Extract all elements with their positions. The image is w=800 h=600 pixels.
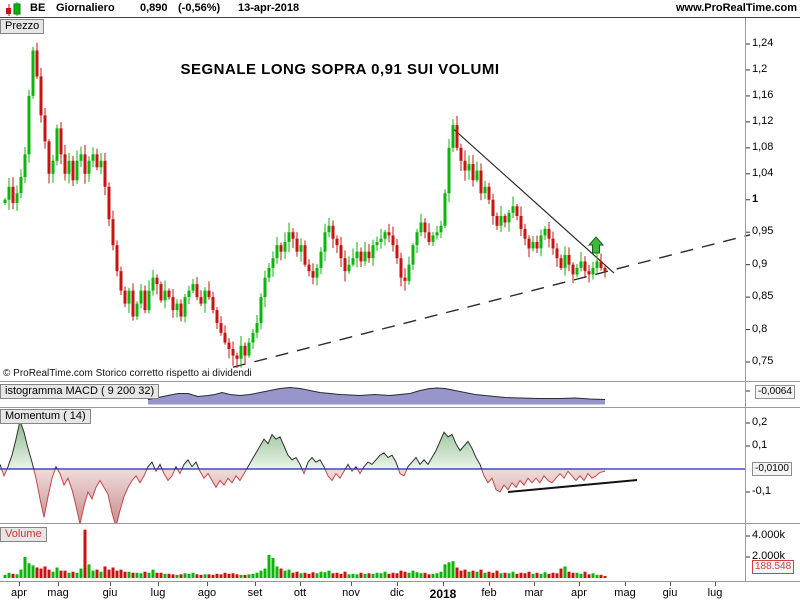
timeframe-label[interactable]: Giornaliero — [56, 2, 115, 14]
volume-chart[interactable] — [0, 524, 800, 581]
last-price-label: 0,890 — [140, 2, 168, 14]
momentum-axis-tick-label: -0,1 — [752, 485, 771, 497]
momentum-chart[interactable] — [0, 408, 800, 523]
momentum-line — [1, 469, 606, 523]
price-axis-tick-label: 1,08 — [752, 140, 774, 153]
x-axis-month-label: 2018 — [429, 587, 457, 600]
price-axis-tick-label: 1,16 — [752, 88, 774, 101]
x-axis-month-label: lug — [150, 587, 166, 599]
x-axis-tick — [58, 582, 59, 586]
x-axis-tick — [351, 582, 352, 586]
price-axis-tick-label: 0,9 — [752, 257, 768, 270]
symbol-label: BE — [30, 2, 46, 14]
x-axis-month-label: apr — [571, 587, 587, 599]
volume-axis-tick-label: 4.000k — [752, 529, 786, 541]
x-axis-month-label: set — [247, 587, 263, 599]
volume-bars — [3, 529, 607, 578]
momentum-trendline[interactable] — [507, 479, 638, 493]
x-axis-month-label: ago — [197, 587, 217, 599]
signal-annotation[interactable]: SEGNALE LONG SOPRA 0,91 SUI VOLUMI — [180, 61, 500, 78]
tab-momentum[interactable]: Momentum ( 14) — [0, 409, 91, 424]
long-signal-arrow[interactable] — [587, 236, 605, 254]
x-axis-tick — [397, 582, 398, 586]
x-axis-tick — [255, 582, 256, 586]
macd-line — [147, 386, 606, 400]
tab-momentum-label: Momentum ( 14) — [5, 410, 86, 422]
axis-separator — [745, 18, 746, 581]
panel-divider — [0, 581, 800, 582]
macd-area — [148, 387, 605, 405]
price-axis-tick-label: 0,8 — [752, 322, 768, 335]
x-axis-tick — [207, 582, 208, 586]
macd-value-box: -0,0064 — [755, 385, 795, 399]
x-axis-tick — [443, 582, 444, 586]
copyright-text: © ProRealTime.com Storico corretto rispe… — [3, 368, 252, 379]
tab-prezzo-label: Prezzo — [5, 20, 40, 32]
panel-divider[interactable] — [0, 523, 800, 524]
x-axis-tick — [625, 582, 626, 586]
tab-prezzo[interactable]: Prezzo — [0, 19, 45, 34]
x-axis-month-label: mar — [524, 587, 544, 599]
candlestick-icon — [6, 2, 21, 16]
x-axis-tick — [489, 582, 490, 586]
volume-axis-tick-label: 2.000k — [752, 550, 786, 562]
momentum-axis-tick-label: 0,1 — [752, 439, 768, 451]
x-axis-tick — [579, 582, 580, 586]
change-label: (-0,56%) — [178, 2, 221, 14]
tab-macd-label: istogramma MACD ( 9 200 32) — [5, 385, 155, 397]
x-axis-month-label: giu — [662, 587, 678, 599]
x-axis-month-label: mag — [47, 587, 69, 599]
momentum-value-box: -0,0100 — [752, 462, 792, 476]
price-axis-tick-label: 1,24 — [752, 37, 774, 49]
price-axis-tick-label: 1,2 — [752, 62, 768, 75]
titlebar-divider — [0, 17, 800, 18]
momentum-axis-tick-label: 0,2 — [752, 416, 768, 428]
date-label: 13-apr-2018 — [238, 2, 300, 14]
x-axis-tick — [670, 582, 671, 586]
x-axis-tick — [534, 582, 535, 586]
x-axis-month-label: feb — [481, 587, 497, 599]
resistance-trendline[interactable] — [451, 127, 615, 274]
support-trendline-dashed[interactable] — [232, 234, 751, 368]
price-axis-tick-label: 0,95 — [752, 225, 774, 238]
macd-chart[interactable] — [0, 382, 800, 407]
x-axis-month-label: lug — [707, 587, 723, 599]
price-axis-tick-label: 0,75 — [752, 355, 774, 367]
x-axis-month-label: mag — [614, 587, 636, 599]
price-axis-tick-label: 1,12 — [752, 114, 774, 127]
x-axis-month-label: giu — [102, 587, 118, 599]
x-axis-month-label: nov — [342, 587, 360, 599]
x-axis-tick — [300, 582, 301, 586]
site-label: www.ProRealTime.com — [675, 2, 797, 14]
price-axis-tick-label: 0,85 — [752, 290, 774, 303]
x-axis-tick — [19, 582, 20, 586]
volume-value-box: 188.548 — [752, 560, 795, 574]
title-bar: BE Giornaliero 0,890 (-0,56%) 13-apr-201… — [0, 0, 800, 17]
price-axis-tick-label: 1,04 — [752, 166, 774, 179]
price-axis-tick-label: 1 — [752, 192, 759, 205]
candles — [3, 42, 607, 368]
momentum-area-negative — [0, 469, 605, 523]
momentum-area-positive — [0, 420, 605, 469]
price-chart[interactable] — [0, 18, 800, 381]
x-axis-tick — [158, 582, 159, 586]
x-axis-tick — [715, 582, 716, 586]
x-axis-month-label: dic — [389, 587, 405, 599]
tab-volume[interactable]: Volume — [0, 527, 47, 542]
panel-divider[interactable] — [0, 381, 800, 382]
x-axis-tick — [110, 582, 111, 586]
tab-volume-label: Volume — [5, 528, 42, 540]
x-axis-month-label: apr — [11, 587, 27, 599]
tab-macd[interactable]: istogramma MACD ( 9 200 32) — [0, 384, 160, 399]
x-axis-month-label: ott — [293, 587, 307, 599]
panel-divider[interactable] — [0, 407, 800, 408]
